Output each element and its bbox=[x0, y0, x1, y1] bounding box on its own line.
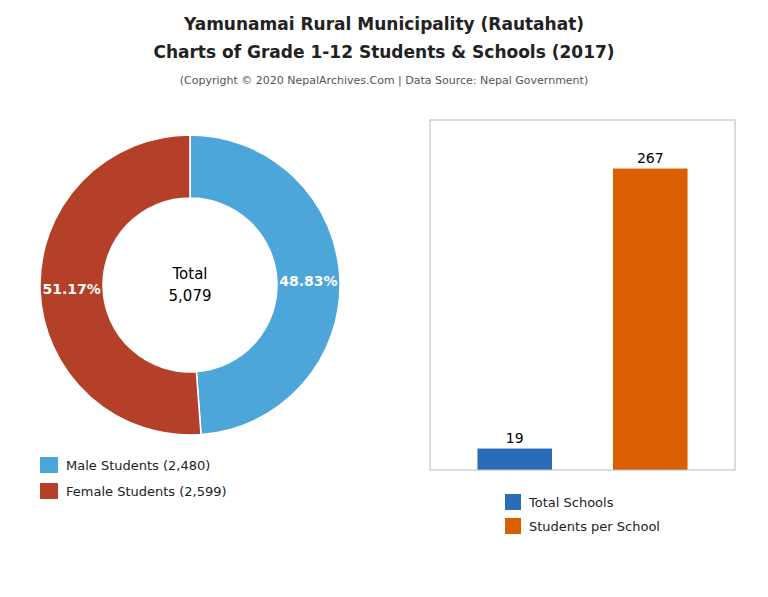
slices bbox=[40, 135, 340, 435]
legend-item: Total Schools bbox=[505, 494, 614, 510]
bar-chart: 19 267 bbox=[430, 120, 735, 470]
subtitle: (Copyright © 2020 NepalArchives.Com | Da… bbox=[180, 74, 588, 87]
center-text: Total 5,079 bbox=[169, 265, 212, 305]
legend-item: Female Students (2,599) bbox=[40, 483, 227, 499]
legend-swatch bbox=[40, 483, 58, 499]
data-label: 19 bbox=[506, 430, 524, 446]
annotation: 5,079 bbox=[169, 287, 212, 305]
bars bbox=[477, 169, 687, 470]
titles: Yamunamai Rural Municipality (Rautahat) C… bbox=[153, 14, 614, 87]
title: Yamunamai Rural Municipality (Rautahat) bbox=[183, 14, 584, 34]
slice bbox=[190, 135, 340, 435]
donut-chart: 48.83% 51.17% Total 5,079 bbox=[40, 135, 340, 435]
legend: Total Schools Students per School bbox=[505, 494, 660, 534]
legend-label: Male Students (2,480) bbox=[66, 458, 210, 473]
plot-frame bbox=[430, 120, 735, 470]
bar bbox=[613, 169, 688, 470]
legend: Male Students (2,480) Female Students (2,… bbox=[40, 457, 227, 499]
legend-label: Total Schools bbox=[528, 495, 614, 510]
legend-item: Male Students (2,480) bbox=[40, 457, 210, 473]
legend-label: Female Students (2,599) bbox=[66, 484, 227, 499]
bar bbox=[477, 449, 552, 470]
legend-swatch bbox=[40, 457, 58, 473]
data-label: 51.17% bbox=[42, 281, 100, 297]
bar-labels: 19 267 bbox=[506, 150, 664, 446]
data-label: 267 bbox=[637, 150, 664, 166]
legend-item: Students per School bbox=[505, 518, 660, 534]
legend-swatch bbox=[505, 518, 521, 534]
slice bbox=[40, 135, 201, 435]
legend-label: Students per School bbox=[529, 519, 660, 534]
title: Charts of Grade 1-12 Students & Schools … bbox=[153, 42, 614, 62]
chart-root: Yamunamai Rural Municipality (Rautahat) C… bbox=[0, 0, 768, 597]
data-label: 48.83% bbox=[279, 273, 337, 289]
annotation: Total bbox=[171, 265, 207, 283]
legend-swatch bbox=[505, 494, 521, 510]
